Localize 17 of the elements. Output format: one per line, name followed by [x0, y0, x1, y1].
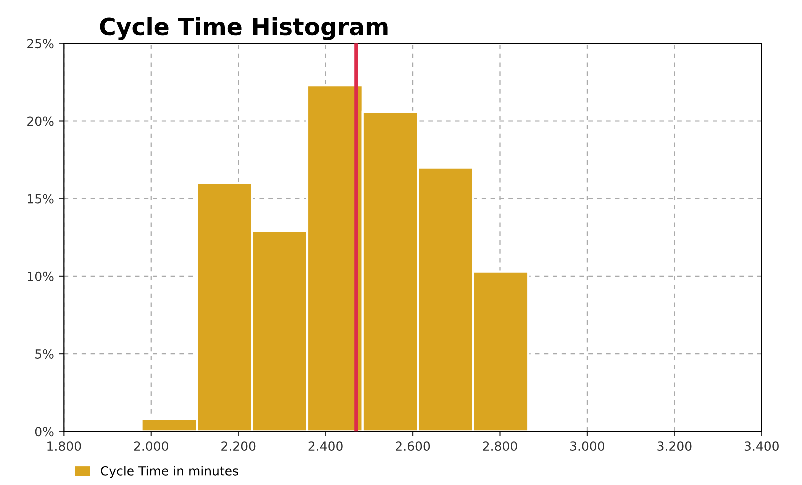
y-tick-label: 15% — [28, 194, 54, 204]
x-tick-label: 3.000 — [570, 442, 605, 452]
x-tick-label: 2.400 — [308, 442, 343, 452]
y-tick-label: 0% — [35, 427, 54, 437]
y-tick-label: 5% — [36, 350, 54, 359]
x-tick-label: 3.400 — [744, 442, 779, 452]
x-tick-label: 2.000 — [134, 442, 168, 452]
y-tick-label: 25% — [28, 39, 54, 49]
x-tick-label: 1.800 — [48, 442, 82, 452]
legend-label: Cycle Time in minutes — [101, 466, 238, 478]
y-tick-label: 10% — [28, 272, 54, 282]
x-tick-label: 2.600 — [396, 442, 430, 452]
x-tick-label: 2.800 — [483, 442, 518, 452]
y-tick-label: 20% — [28, 116, 54, 126]
chart-title: Cycle Time Histogram — [100, 17, 388, 40]
x-tick-label: 2.200 — [222, 442, 256, 452]
x-tick-label: 3.200 — [658, 442, 692, 452]
